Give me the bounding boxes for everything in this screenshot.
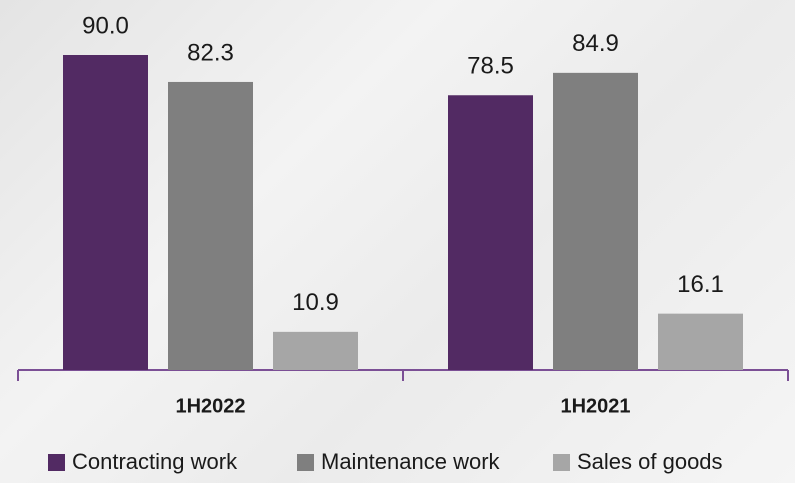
bar <box>168 81 253 370</box>
legend-label: Sales of goods <box>577 449 723 474</box>
value-label: 16.1 <box>677 271 724 298</box>
bar <box>658 313 743 370</box>
bar <box>273 331 358 370</box>
value-label: 82.3 <box>187 39 234 66</box>
value-label: 78.5 <box>467 53 514 80</box>
value-label: 90.0 <box>82 12 129 39</box>
legend-label: Maintenance work <box>321 449 501 474</box>
legend-swatch <box>553 454 570 471</box>
x-tick-label: 1H2021 <box>560 395 630 417</box>
value-label: 10.9 <box>292 289 339 316</box>
bar <box>63 55 148 370</box>
legend-label: Contracting work <box>72 449 238 474</box>
bar <box>553 72 638 370</box>
x-tick-label: 1H2022 <box>175 395 245 417</box>
legend-swatch <box>48 454 65 471</box>
value-label: 84.9 <box>572 30 619 57</box>
bar <box>448 95 533 370</box>
legend-swatch <box>297 454 314 471</box>
